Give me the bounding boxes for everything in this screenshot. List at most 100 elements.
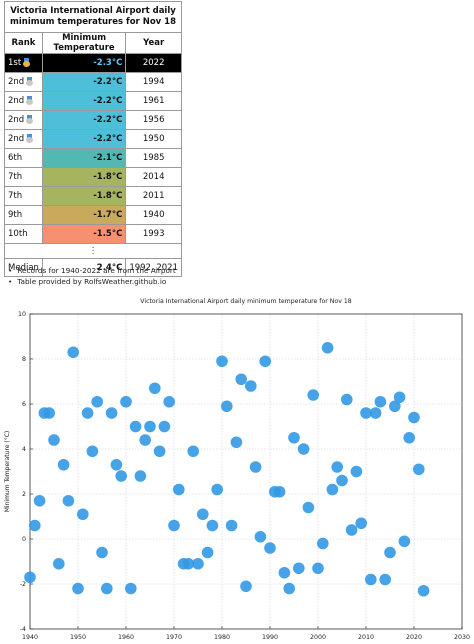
year-cell: 2014 — [125, 167, 182, 187]
rank-label: 2nd — [8, 77, 25, 87]
data-point — [29, 519, 41, 532]
data-point — [307, 389, 320, 401]
rank-label: 7th — [8, 172, 23, 182]
rank-cell: 6th — [4, 148, 43, 168]
y-tick-label: 6 — [22, 401, 26, 408]
y-tick-label: 8 — [22, 356, 26, 363]
data-point — [374, 395, 387, 408]
silver-medal-icon — [26, 134, 34, 143]
scatter-chart: Victoria International Airport daily min… — [4, 298, 470, 641]
rank-cell: 10th — [4, 224, 43, 244]
temp-cell: -2.3°C — [41, 53, 127, 73]
data-point — [288, 431, 300, 444]
data-point — [125, 582, 137, 595]
data-point — [278, 566, 291, 579]
data-point — [350, 465, 363, 478]
data-point — [173, 483, 185, 496]
data-point — [369, 407, 382, 419]
rank-label: 2nd — [8, 96, 25, 106]
data-point — [283, 582, 296, 595]
x-tick-label: 2000 — [310, 634, 326, 641]
x-tick-label: 1990 — [262, 634, 278, 641]
data-point — [110, 458, 123, 471]
data-point — [91, 395, 103, 408]
data-point — [192, 557, 204, 570]
data-point — [168, 519, 180, 532]
data-point — [345, 524, 358, 536]
table-row: 2nd -2.2°C 1961 — [4, 91, 182, 111]
header-year: Year — [125, 32, 182, 54]
data-point — [57, 458, 70, 471]
data-point — [182, 557, 195, 570]
data-point — [77, 508, 89, 521]
y-tick-label: -2 — [20, 581, 26, 588]
note-item: Records for 1940-2022 are from the Airpo… — [6, 265, 175, 276]
data-point — [389, 400, 401, 413]
year-cell: 1994 — [125, 72, 182, 92]
data-point — [158, 420, 171, 433]
header-rank: Rank — [4, 32, 43, 54]
rank-cell: 2nd — [4, 129, 43, 149]
rank-cell: 7th — [4, 186, 43, 206]
data-point — [96, 546, 108, 559]
gold-medal-icon — [23, 58, 31, 67]
rank-cell: 2nd — [4, 72, 43, 92]
rank-label: 2nd — [8, 134, 25, 144]
data-point — [115, 470, 127, 482]
data-point — [312, 562, 324, 575]
data-point — [43, 407, 55, 419]
silver-medal-icon — [26, 96, 34, 105]
data-point — [105, 407, 118, 419]
data-point — [139, 434, 151, 446]
data-point — [86, 445, 99, 458]
data-point — [187, 445, 199, 458]
data-point — [129, 420, 142, 433]
data-point — [273, 485, 286, 498]
rank-label: 2nd — [8, 115, 25, 125]
data-point — [197, 508, 209, 521]
temp-cell: -2.1°C — [41, 148, 127, 168]
data-point — [53, 557, 65, 570]
data-point — [321, 341, 334, 354]
silver-medal-icon — [26, 77, 34, 86]
data-point — [336, 474, 348, 487]
data-point — [384, 546, 396, 559]
silver-medal-icon — [26, 115, 34, 124]
note-item: Table provided by RolfsWeather.github.io — [6, 276, 176, 287]
rank-label: 10th — [8, 229, 28, 239]
x-tick-label: 1950 — [70, 634, 86, 641]
table-title-row: Victoria International Airport daily min… — [4, 1, 182, 33]
y-tick-label: 2 — [22, 491, 26, 498]
temp-cell: -2.2°C — [41, 72, 127, 92]
data-point — [417, 584, 430, 597]
records-table: Victoria International Airport daily min… — [4, 1, 182, 277]
data-point — [62, 494, 75, 507]
year-cell: 1950 — [125, 129, 182, 149]
table-header-row: Rank Minimum Temperature Year — [4, 32, 182, 54]
data-point — [341, 393, 353, 406]
data-point — [355, 517, 368, 530]
data-point — [365, 573, 377, 586]
table-title: Victoria International Airport daily min… — [4, 1, 182, 33]
data-point — [408, 411, 420, 424]
temp-cell: -2.2°C — [41, 110, 127, 130]
temp-cell: -2.2°C — [41, 129, 127, 149]
ellipsis-row: ⋮ — [4, 243, 182, 259]
x-tick-label: 2010 — [358, 634, 374, 641]
data-point — [254, 530, 267, 543]
x-tick-label: 1980 — [214, 634, 230, 641]
year-cell: 1993 — [125, 224, 182, 244]
table-row: 10th -1.5°C 1993 — [4, 224, 182, 244]
table-row: 1st -2.3°C 2022 — [4, 53, 182, 73]
data-point — [240, 580, 252, 593]
x-tick-label: 1940 — [22, 634, 38, 641]
notes-list: Records for 1940-2022 are from the Airpo… — [6, 265, 176, 287]
data-point — [398, 535, 411, 548]
rank-cell: 2nd — [4, 110, 43, 130]
data-point — [379, 573, 392, 586]
data-point — [67, 346, 79, 359]
table-row: 9th -1.7°C 1940 — [4, 205, 182, 225]
data-point — [297, 443, 310, 455]
y-tick-label: -4 — [20, 626, 26, 633]
rank-cell: 7th — [4, 167, 43, 187]
